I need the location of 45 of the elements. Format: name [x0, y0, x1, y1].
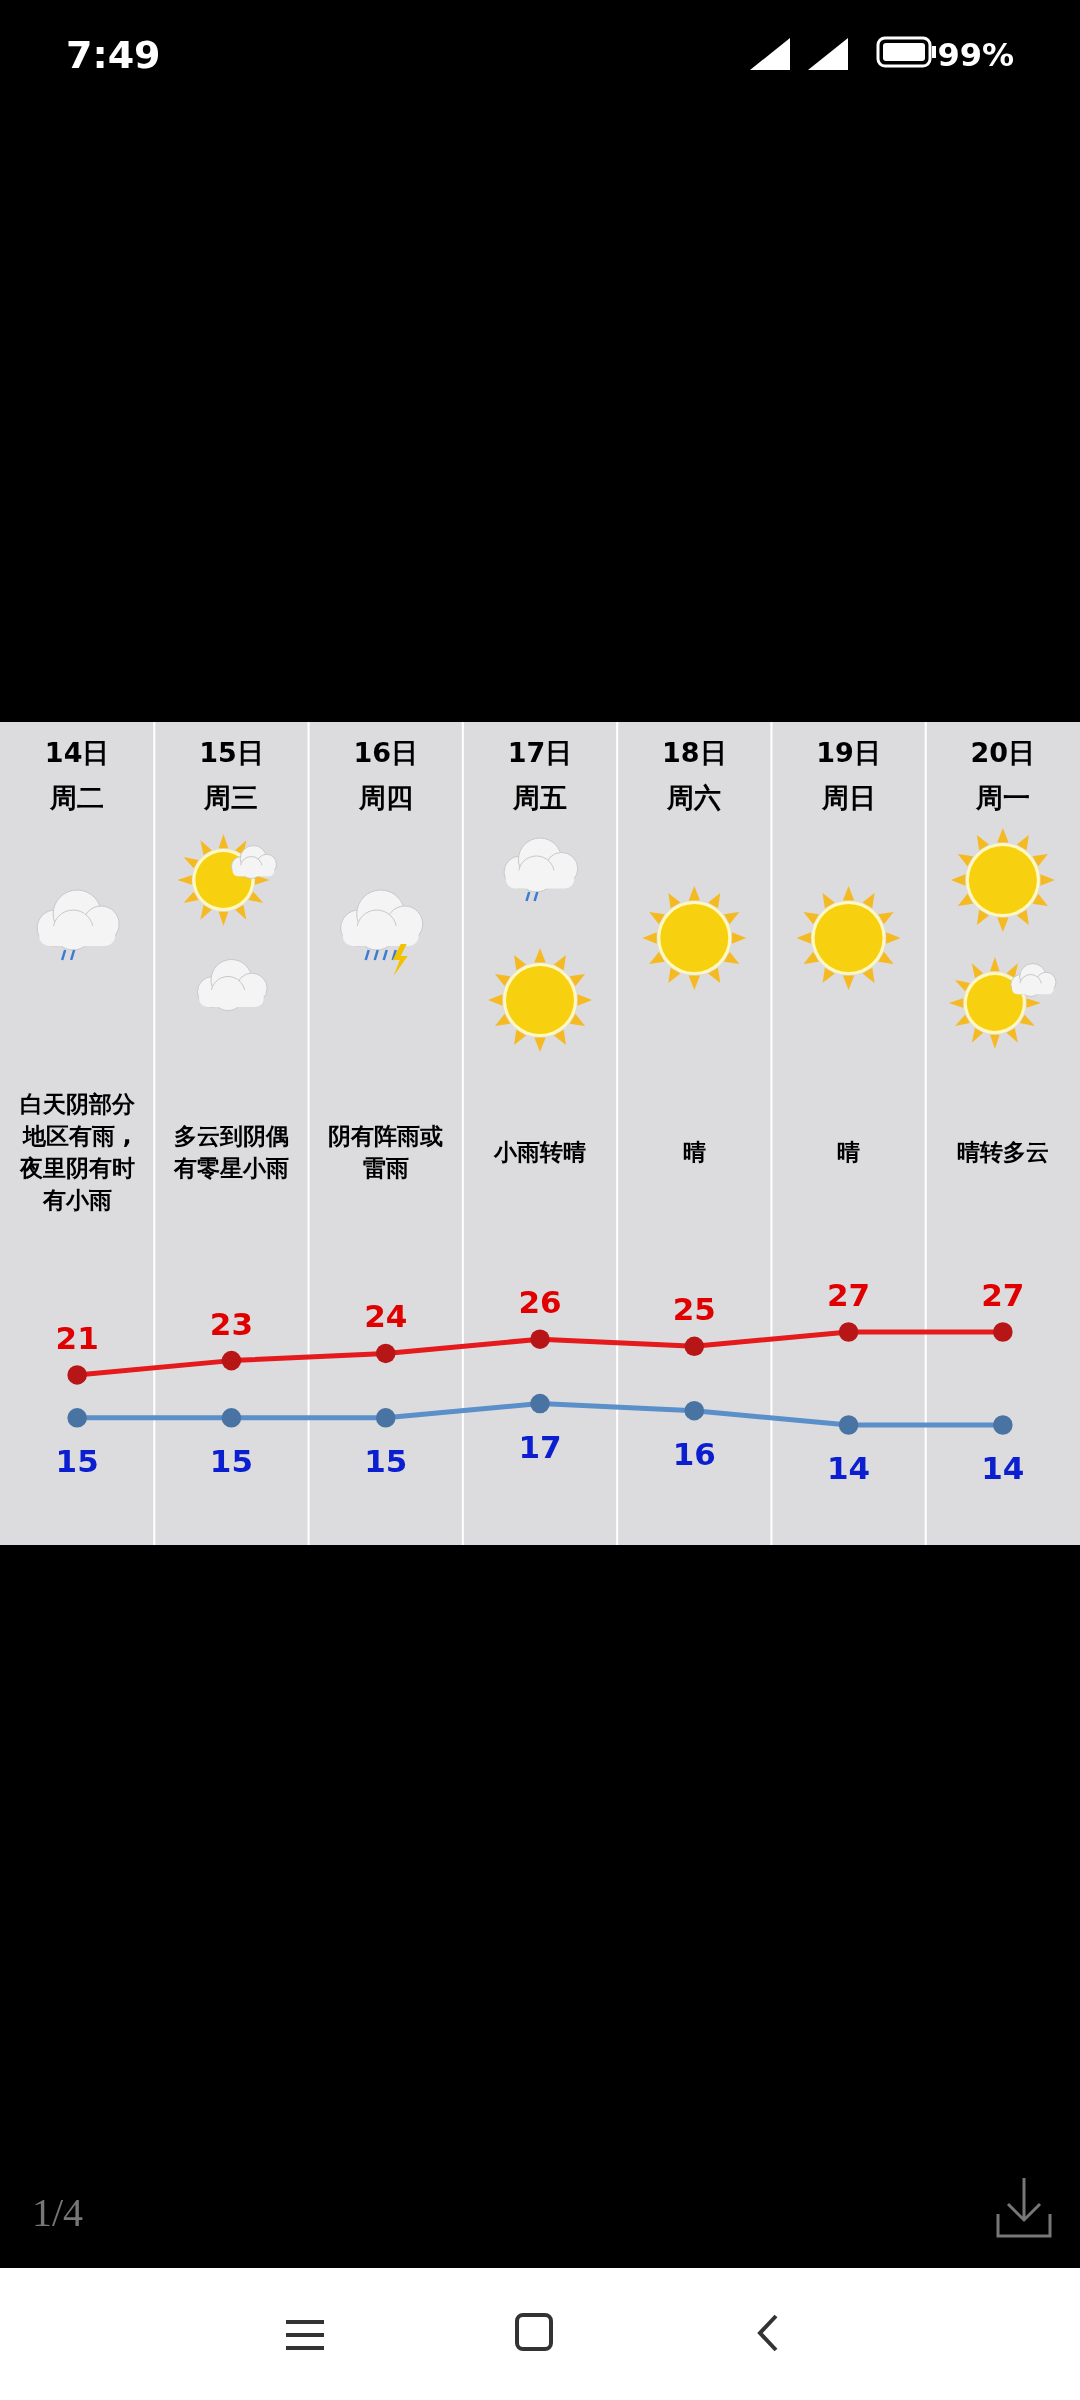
x-tick-label: 17日周五	[507, 737, 573, 813]
data-label: 21	[55, 1319, 99, 1356]
point	[375, 1408, 396, 1428]
data-label: 15	[364, 1442, 408, 1479]
point	[67, 1408, 87, 1428]
point	[530, 1329, 550, 1349]
data-label: 14	[827, 1450, 871, 1486]
data-label: 15	[55, 1442, 99, 1479]
x-tick-label: 20日周一	[970, 737, 1036, 813]
data-label: 24	[364, 1298, 408, 1335]
data-label: 25	[672, 1291, 716, 1328]
data-label: 26	[518, 1284, 562, 1321]
point	[684, 1336, 705, 1357]
data-label: 27	[827, 1277, 871, 1313]
text: 白天阴部分地区有雨 ,夜里阴有时有小雨	[18, 1091, 136, 1213]
point	[67, 1365, 87, 1385]
data-label: 23	[209, 1305, 253, 1342]
point	[838, 1415, 859, 1435]
data-label: 15	[209, 1442, 253, 1479]
text: 晴	[682, 1139, 706, 1165]
text: 阴有阵雨或雷雨	[328, 1123, 444, 1181]
text: 多云到阴偶有零星小雨	[172, 1123, 289, 1181]
x-tick-label: 14日周二	[44, 737, 110, 813]
point	[375, 1343, 396, 1364]
data-label: 27	[981, 1277, 1025, 1313]
text: 99%	[937, 36, 1014, 74]
point	[530, 1393, 550, 1414]
point	[838, 1322, 859, 1342]
point	[993, 1322, 1013, 1342]
text: 小雨转晴	[493, 1139, 586, 1165]
data-label: 16	[672, 1435, 716, 1472]
x-tick-label: 16日周四	[353, 737, 418, 813]
point	[221, 1350, 242, 1371]
text: 1/4	[32, 2190, 84, 2235]
text: 晴转多云	[956, 1139, 1049, 1165]
point	[221, 1408, 242, 1428]
x-tick-label: 15日周三	[199, 737, 264, 813]
point	[684, 1400, 705, 1421]
data-label: 14	[981, 1450, 1025, 1486]
data-label: 17	[518, 1428, 562, 1465]
x-tick-label: 19日周日	[816, 737, 881, 813]
text: 晴	[837, 1139, 861, 1165]
point	[993, 1415, 1013, 1435]
x-tick-label: 18日周六	[662, 737, 727, 813]
text: 7:49	[66, 33, 161, 77]
